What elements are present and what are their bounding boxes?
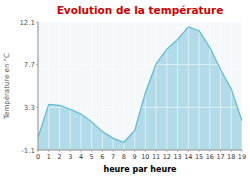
grid-line	[220, 22, 221, 150]
grid-line	[199, 22, 200, 150]
y-tick-label: 7.7	[24, 61, 35, 69]
y-tick	[36, 64, 38, 65]
grid-line	[123, 22, 124, 150]
x-tick	[231, 150, 232, 152]
grid-line	[38, 150, 242, 151]
x-tick	[145, 150, 146, 152]
x-tick	[209, 150, 210, 152]
x-tick	[123, 150, 124, 152]
plot-area	[38, 22, 242, 150]
grid-line	[113, 22, 114, 150]
grid-line	[177, 22, 178, 150]
x-tick-label: 11	[152, 153, 160, 161]
y-tick	[36, 22, 38, 23]
x-tick	[80, 150, 81, 152]
x-tick	[70, 150, 71, 152]
x-tick-label: 1	[47, 153, 51, 161]
y-tick-label: 3.3	[24, 104, 35, 112]
x-tick-label: 15	[195, 153, 203, 161]
grid-line	[80, 22, 81, 150]
grid-line	[231, 22, 232, 150]
x-tick-label: 2	[57, 153, 61, 161]
grid-line	[188, 22, 189, 150]
x-tick	[48, 150, 49, 152]
x-tick-label: 5	[90, 153, 94, 161]
area	[38, 27, 242, 150]
grid-line	[38, 107, 242, 108]
x-tick-label: 13	[173, 153, 181, 161]
x-tick	[166, 150, 167, 152]
grid-line	[70, 22, 71, 150]
x-tick-label: 0	[36, 153, 40, 161]
x-tick	[59, 150, 60, 152]
title: Evolution de la température	[57, 4, 224, 16]
y-axis	[38, 22, 39, 150]
x-tick-label: 6	[100, 153, 104, 161]
grid-line	[38, 64, 242, 65]
x-tick	[113, 150, 114, 152]
x-tick-label: 7	[111, 153, 115, 161]
y-tick	[36, 150, 38, 151]
grid-line	[59, 22, 60, 150]
plot-background	[38, 22, 242, 150]
line	[38, 27, 242, 142]
x-tick-label: 12	[163, 153, 171, 161]
x-tick	[188, 150, 189, 152]
chart: 012345678910111213141516171819-1.13.37.7…	[0, 0, 250, 188]
x-tick-label: 10	[141, 153, 149, 161]
x-tick	[156, 150, 157, 152]
x-tick-label: 9	[133, 153, 137, 161]
x-tick	[177, 150, 178, 152]
x-axis	[38, 150, 242, 151]
grid-line	[38, 22, 242, 23]
x-tick	[242, 150, 243, 152]
x-tick	[102, 150, 103, 152]
y-tick-label: -1.1	[21, 147, 35, 155]
grid-line	[48, 22, 49, 150]
grid-line	[145, 22, 146, 150]
x-tick	[134, 150, 135, 152]
x-tick-label: 3	[68, 153, 72, 161]
y-tick-label: 12.1	[19, 19, 35, 27]
x-tick-label: 4	[79, 153, 83, 161]
x-tick-label: 19	[238, 153, 246, 161]
grid-line	[242, 22, 243, 150]
x-tick-label: 14	[184, 153, 192, 161]
grid-line	[38, 22, 39, 150]
y-tick	[36, 107, 38, 108]
x-tick	[91, 150, 92, 152]
x-tick	[199, 150, 200, 152]
x-tick	[220, 150, 221, 152]
x-tick-label: 17	[216, 153, 224, 161]
x-tick-label: 16	[206, 153, 214, 161]
x-axis-label: heure par heure	[103, 165, 177, 174]
x-tick-label: 18	[227, 153, 235, 161]
grid-line	[209, 22, 210, 150]
grid-line	[91, 22, 92, 150]
grid-line	[166, 22, 167, 150]
y-axis-label: Température en °C	[3, 53, 11, 120]
grid-line	[156, 22, 157, 150]
x-tick-label: 8	[122, 153, 126, 161]
